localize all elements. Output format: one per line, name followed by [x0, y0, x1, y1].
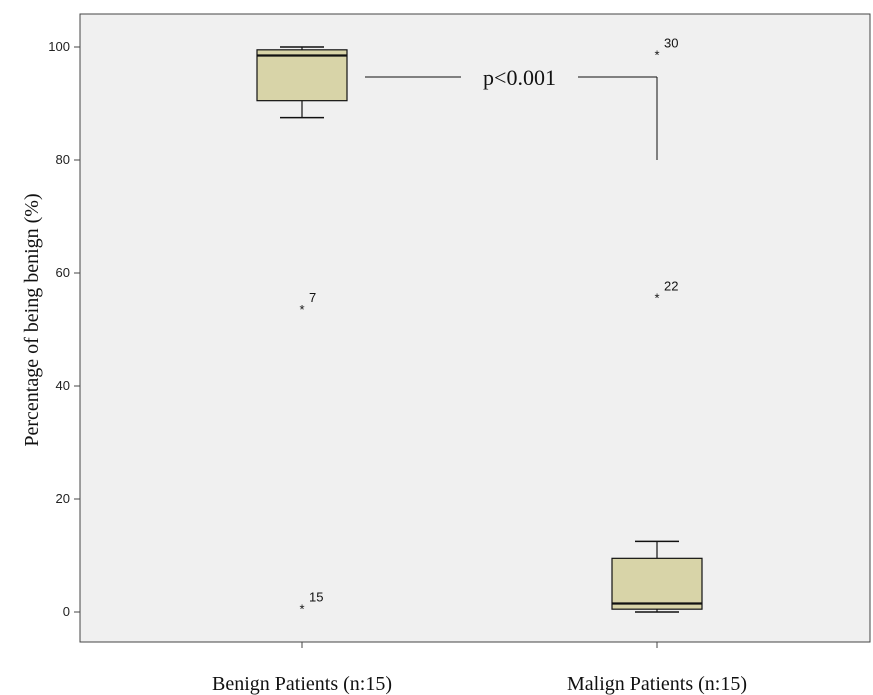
y-tick-label: 60 [56, 265, 70, 280]
x-category-label: Malign Patients (n:15) [567, 673, 747, 695]
iqr-box [256, 49, 348, 102]
p-value-annotation: p<0.001 [483, 65, 556, 90]
outlier-marker: * [299, 302, 304, 317]
outlier-label: 22 [664, 279, 678, 294]
outlier-label: 15 [309, 589, 323, 604]
y-tick-label: 20 [56, 491, 70, 506]
y-axis-label: Percentage of being benign (%) [21, 193, 43, 446]
y-tick-label: 40 [56, 378, 70, 393]
outlier-label: 30 [664, 36, 678, 51]
x-category-labels: Benign Patients (n:15) Malign Patients (n… [212, 642, 747, 695]
y-tick-label: 80 [56, 152, 70, 167]
annotation-layer: p<0.001 [365, 65, 658, 160]
y-axis: 0 20 40 60 80 100 [48, 39, 80, 619]
box-group: * 30 * 22 [611, 36, 703, 613]
iqr-box [611, 557, 703, 610]
y-tick-label: 100 [48, 39, 70, 54]
outlier-marker: * [299, 601, 304, 616]
outlier-marker: * [654, 291, 659, 306]
x-category-label: Benign Patients (n:15) [212, 673, 392, 695]
box-group: * 7 * 15 [256, 46, 348, 616]
outlier-label: 7 [309, 290, 316, 305]
boxes-layer: * 7 * 15 * 30 * 22 [256, 36, 703, 616]
y-tick-label: 0 [63, 604, 70, 619]
outlier-marker: * [654, 48, 659, 63]
plot-area [79, 13, 871, 643]
